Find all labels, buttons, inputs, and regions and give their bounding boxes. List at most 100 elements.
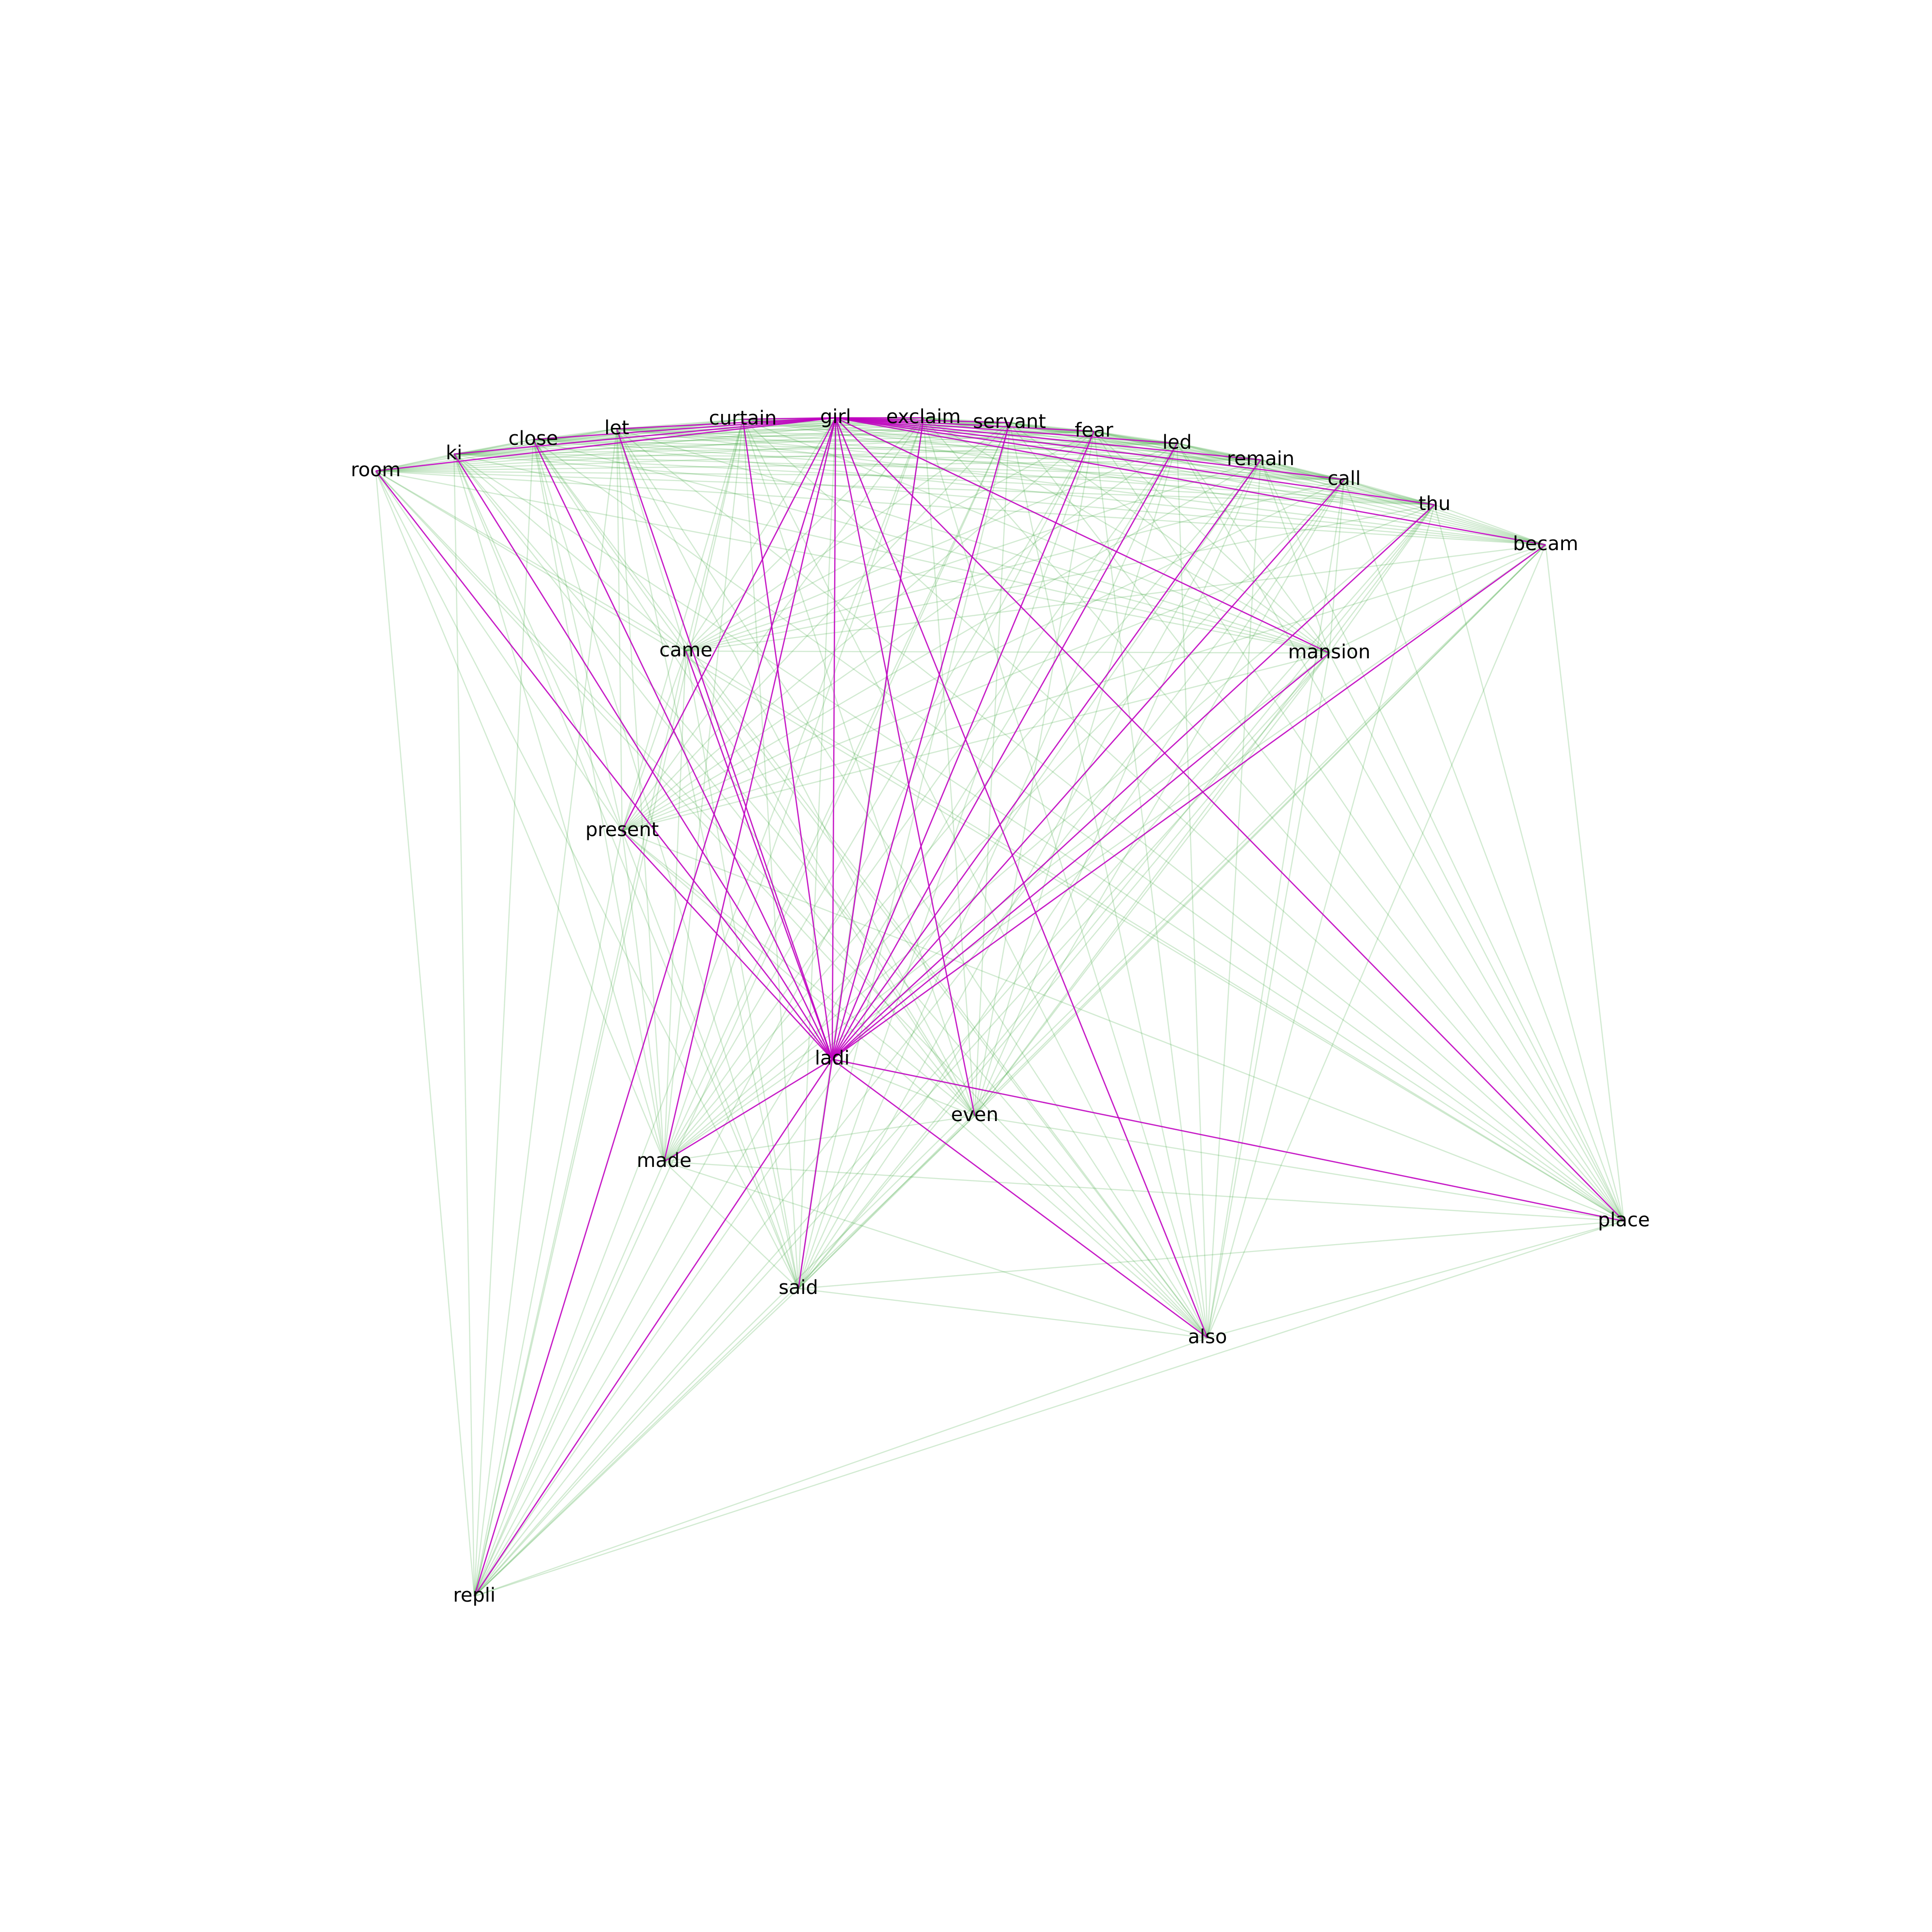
weak-edge xyxy=(473,830,623,1597)
weak-edge xyxy=(621,830,665,1162)
weak-edge xyxy=(923,417,1435,506)
weak-edge xyxy=(1328,653,1625,1222)
strong-edge xyxy=(621,417,837,831)
weak-edge xyxy=(1009,422,1330,653)
weak-edge xyxy=(1009,422,1208,1338)
weak-edge xyxy=(663,422,1010,1162)
weak-edge xyxy=(797,422,1010,1289)
weak-edge xyxy=(375,470,799,1289)
weak-edge xyxy=(622,830,975,1116)
node-label-even: even xyxy=(951,1104,998,1126)
weak-edge xyxy=(375,470,1624,1222)
weak-edge xyxy=(473,417,924,1597)
weak-edge xyxy=(454,453,1624,1222)
weak-edge xyxy=(375,459,1261,472)
weak-edge xyxy=(974,479,1345,1116)
weak-edge xyxy=(974,459,1262,1116)
weak-edge xyxy=(685,651,799,1289)
weak-edge xyxy=(453,454,623,831)
weak-edge xyxy=(622,443,1178,831)
weak-edge xyxy=(473,1161,665,1597)
weak-edge xyxy=(474,1220,1624,1597)
weak-edge xyxy=(453,454,799,1289)
weak-edge xyxy=(798,1220,1624,1290)
weak-edge xyxy=(1344,479,1435,506)
weak-edge xyxy=(622,422,1010,831)
weak-edge xyxy=(622,830,1624,1222)
weak-edge xyxy=(923,417,1330,654)
weak-edge xyxy=(663,651,687,1162)
node-labels-layer: girl exclaim curtain servant fear let close led… xyxy=(351,406,1650,1606)
weak-edge xyxy=(685,417,837,652)
weak-edge xyxy=(616,428,1208,1338)
weak-edge xyxy=(1434,504,1625,1222)
weak-edge xyxy=(1094,431,1330,653)
weak-edge xyxy=(685,544,1546,652)
node-label-thu: thu xyxy=(1419,493,1450,515)
weak-edge xyxy=(1260,459,1546,546)
node-label-call: call xyxy=(1328,468,1361,490)
weak-edge xyxy=(685,419,744,652)
weak-edge xyxy=(685,504,1435,652)
weak-edge xyxy=(1009,422,1094,432)
weak-edge xyxy=(685,459,1261,652)
weak-edge xyxy=(532,439,623,831)
weak-edge xyxy=(621,419,744,831)
weak-edge xyxy=(798,504,1435,1289)
strong-edge xyxy=(532,439,833,1060)
weak-edge xyxy=(375,470,686,652)
node-label-servant: servant xyxy=(973,411,1046,433)
weak-edge xyxy=(474,1115,975,1597)
weak-edge xyxy=(622,544,1546,832)
weak-edge xyxy=(473,431,1095,1597)
node-label-place: place xyxy=(1598,1209,1650,1231)
weak-edge xyxy=(454,439,534,455)
node-label-made: made xyxy=(637,1150,691,1172)
weak-edge xyxy=(664,459,1261,1162)
weak-edge xyxy=(375,417,924,472)
weak-edge xyxy=(685,417,924,652)
strong-edge xyxy=(835,417,1094,432)
weak-edge xyxy=(1207,1220,1624,1339)
node-label-repli: repli xyxy=(453,1584,496,1606)
weak-edge xyxy=(474,459,1261,1597)
weak-edge xyxy=(621,830,799,1289)
weak-edge xyxy=(664,1161,799,1289)
weak-edge xyxy=(1260,459,1435,506)
strong-edge xyxy=(835,417,976,1116)
weak-edge xyxy=(798,479,1345,1289)
weak-edge xyxy=(533,439,1330,654)
weak-edge xyxy=(685,442,1178,652)
node-label-remain: remain xyxy=(1227,448,1294,470)
weak-edge xyxy=(375,470,975,1116)
weak-edge xyxy=(616,428,1261,461)
strong-edge xyxy=(835,417,1261,461)
weak-edge xyxy=(473,439,534,1597)
weak-edge xyxy=(1177,443,1330,653)
strong-edge xyxy=(835,417,1624,1222)
strong-edge xyxy=(797,1059,833,1289)
weak-edge xyxy=(1176,443,1208,1338)
weak-edge xyxy=(473,443,1178,1597)
weak-edge xyxy=(923,417,976,1116)
weak-edge xyxy=(742,418,1261,461)
weak-edge xyxy=(375,418,743,472)
weak-edge xyxy=(797,431,1095,1289)
weak-edge xyxy=(1176,443,1625,1222)
weak-edge xyxy=(685,650,1624,1222)
node-label-let: let xyxy=(604,417,629,439)
strong-edge xyxy=(473,417,837,1597)
node-label-close: close xyxy=(508,427,558,450)
weak-edge xyxy=(1260,459,1330,653)
weak-edge xyxy=(1094,430,1261,461)
weak-edge xyxy=(375,470,475,1597)
node-label-led: led xyxy=(1162,431,1192,454)
weak-edge xyxy=(375,422,1010,472)
weak-edge xyxy=(1344,479,1546,546)
weak-edge xyxy=(974,443,1178,1116)
weak-edge xyxy=(1207,504,1435,1338)
weak-edge xyxy=(1009,422,1624,1222)
strong-edge xyxy=(832,1058,1624,1222)
weak-edge xyxy=(533,439,1261,461)
weak-edge xyxy=(742,418,1330,654)
